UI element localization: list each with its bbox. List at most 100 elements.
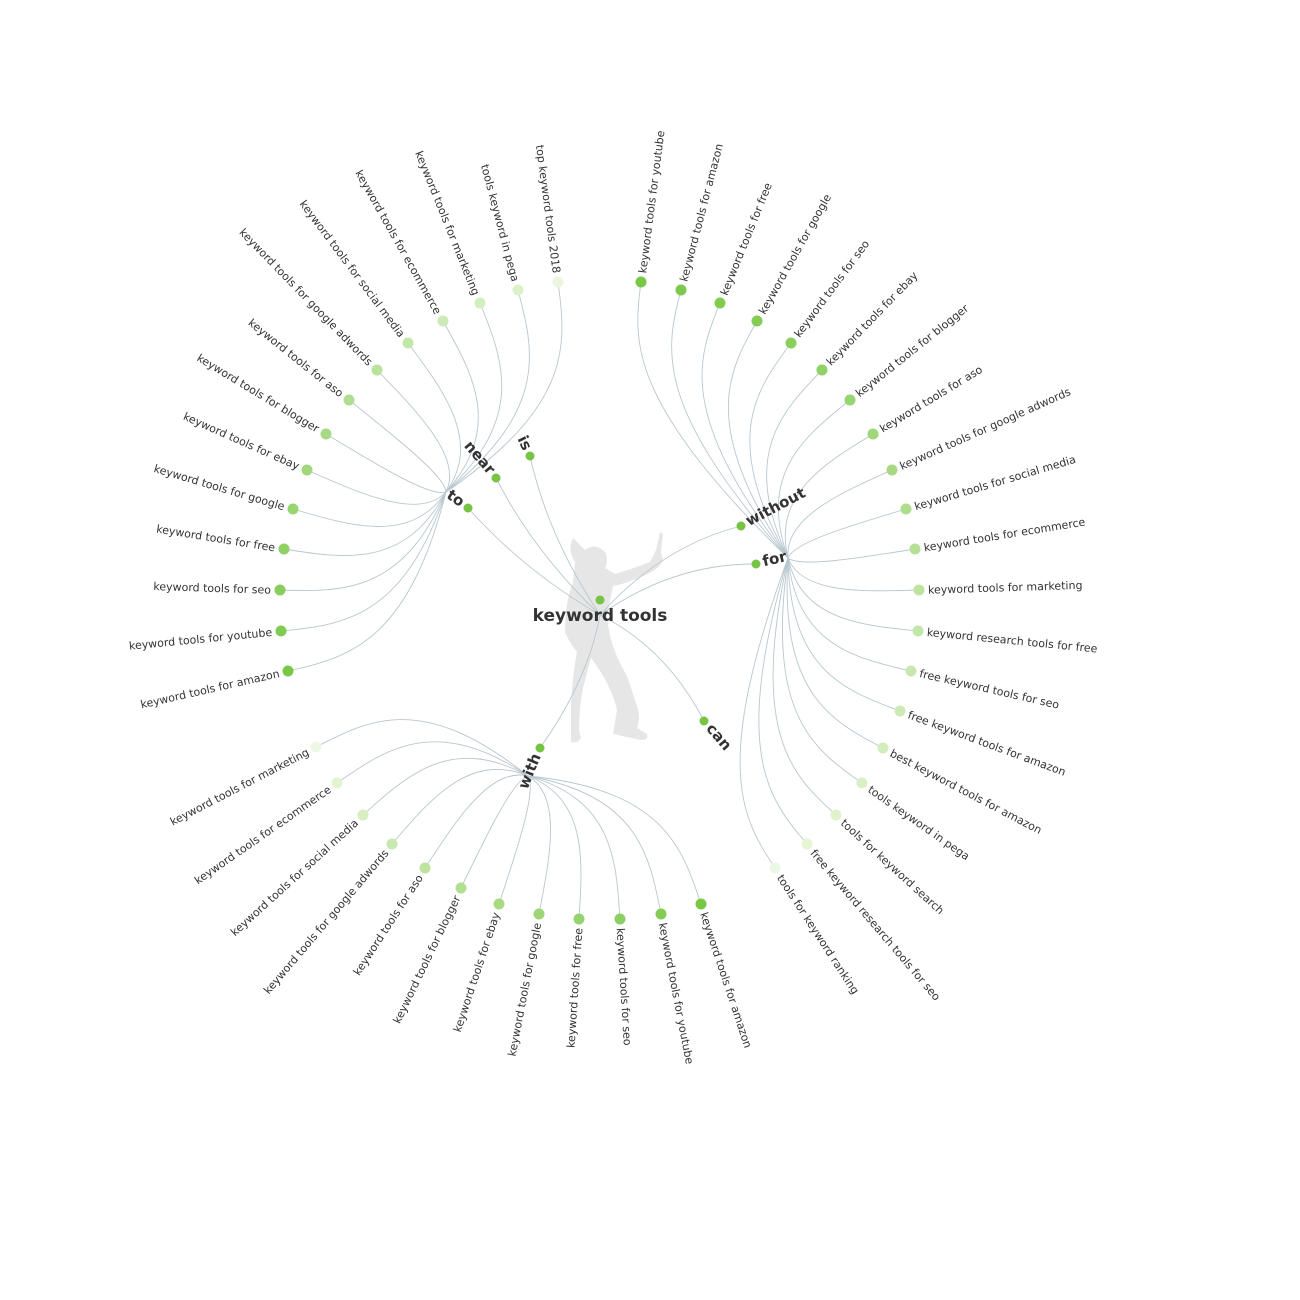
leaf-node[interactable]: [371, 364, 383, 376]
leaf-node[interactable]: [287, 503, 299, 515]
leaf-link: [728, 320, 789, 559]
leaf-link: [279, 491, 447, 591]
leaf-node[interactable]: [886, 464, 898, 476]
leaf-node[interactable]: [320, 428, 332, 440]
leaf-node[interactable]: [493, 898, 505, 910]
leaf-node[interactable]: [278, 543, 290, 555]
leaf-node[interactable]: [614, 913, 626, 925]
leaf-node[interactable]: [310, 741, 322, 753]
leaf-node[interactable]: [343, 394, 355, 406]
leaf-node[interactable]: [912, 625, 924, 637]
leaf-link: [787, 557, 920, 592]
leaf-node[interactable]: [751, 315, 763, 327]
leaf-node[interactable]: [573, 913, 585, 925]
leaf-link: [772, 557, 837, 816]
leaf-link: [287, 491, 447, 672]
leaf-node[interactable]: [655, 908, 667, 920]
leaf-node[interactable]: [844, 394, 856, 406]
leaf-link: [325, 433, 447, 494]
leaf-node[interactable]: [816, 364, 828, 376]
leaf-label: keyword tools for free: [718, 181, 775, 297]
leaf-label: keyword tools for social media: [228, 817, 361, 939]
hub-node-can[interactable]: [699, 716, 709, 726]
leaf-node[interactable]: [894, 705, 906, 717]
hub-node-to[interactable]: [463, 503, 473, 513]
leaf-link: [787, 557, 919, 632]
leaf-node[interactable]: [769, 862, 781, 874]
leaf-link: [786, 557, 884, 749]
leaf-node[interactable]: [275, 625, 287, 637]
leaf-node[interactable]: [695, 898, 707, 910]
leaf-node[interactable]: [905, 665, 917, 677]
leaf-link: [362, 758, 529, 816]
leaf-link: [348, 399, 447, 493]
leaf-link: [445, 289, 530, 493]
leaf-link: [280, 491, 447, 632]
leaf-node[interactable]: [714, 297, 726, 309]
leaf-link: [445, 302, 503, 493]
leaf-link: [527, 775, 662, 915]
hub-link: [599, 525, 742, 616]
leaf-node[interactable]: [867, 428, 879, 440]
leaf-label: keyword tools for google adwords: [236, 226, 375, 369]
leaf-node[interactable]: [357, 809, 369, 821]
leaf-label: keyword tools for marketing: [928, 579, 1083, 597]
leaf-node[interactable]: [419, 862, 431, 874]
leaf-node[interactable]: [909, 543, 921, 555]
leaf-node[interactable]: [331, 777, 343, 789]
leaf-link: [778, 399, 851, 559]
leaf-link: [527, 775, 582, 920]
hub-label-with: with: [514, 751, 545, 792]
hub-node-is[interactable]: [525, 451, 535, 461]
leaf-node[interactable]: [301, 464, 313, 476]
leaf-node[interactable]: [785, 337, 797, 349]
leaf-node[interactable]: [900, 503, 912, 515]
leaf-node[interactable]: [635, 276, 647, 288]
hub-node-with[interactable]: [535, 743, 545, 753]
leaf-label: keyword tools for ebay: [181, 410, 301, 473]
leaf-label: keyword tools for youtube: [128, 626, 273, 653]
leaf-link: [442, 320, 479, 493]
leaf-node[interactable]: [512, 284, 524, 296]
leaf-link: [787, 469, 893, 559]
leaf-link: [460, 775, 529, 889]
leaf-node[interactable]: [386, 838, 398, 850]
hub-label-is: is: [514, 433, 536, 454]
leaf-node[interactable]: [675, 284, 687, 296]
leaf-link: [781, 557, 863, 784]
leaf-link: [376, 369, 451, 493]
leaf-link: [787, 557, 901, 712]
leaf-node[interactable]: [856, 777, 868, 789]
leaf-label: keyword tools for amazon: [139, 667, 281, 711]
hub-node-for[interactable]: [751, 559, 761, 569]
leaf-label: keyword tools for google adwords: [261, 847, 392, 997]
leaf-node[interactable]: [913, 584, 925, 596]
hub-node-without[interactable]: [736, 521, 746, 531]
leaf-link: [391, 769, 529, 845]
hub-link: [495, 477, 601, 616]
hub-label-without: without: [743, 484, 809, 530]
leaf-label: tools keyword in pega: [478, 163, 521, 283]
hub-link: [599, 614, 705, 722]
leaf-node[interactable]: [877, 742, 889, 754]
leaf-link: [671, 289, 789, 559]
leaf-node[interactable]: [282, 665, 294, 677]
leaf-label: free keyword tools for seo: [918, 667, 1060, 712]
leaf-node[interactable]: [274, 584, 286, 596]
leaf-node[interactable]: [455, 882, 467, 894]
leaf-label: keyword tools for free: [155, 522, 276, 554]
leaf-node[interactable]: [474, 297, 486, 309]
leaf-label: keyword research tools for free: [926, 626, 1098, 656]
leaf-node[interactable]: [437, 315, 449, 327]
leaf-node[interactable]: [552, 276, 564, 288]
leaf-link: [784, 433, 874, 559]
hub-node-near[interactable]: [491, 473, 501, 483]
leaf-node[interactable]: [402, 337, 414, 349]
leaf-node[interactable]: [801, 838, 813, 850]
center-node[interactable]: [595, 595, 605, 605]
leaf-label: keyword tools for youtube: [636, 130, 667, 274]
leaf-node[interactable]: [533, 908, 545, 920]
leaf-node[interactable]: [830, 809, 842, 821]
leaf-label: keyword tools for amazon: [697, 911, 754, 1050]
